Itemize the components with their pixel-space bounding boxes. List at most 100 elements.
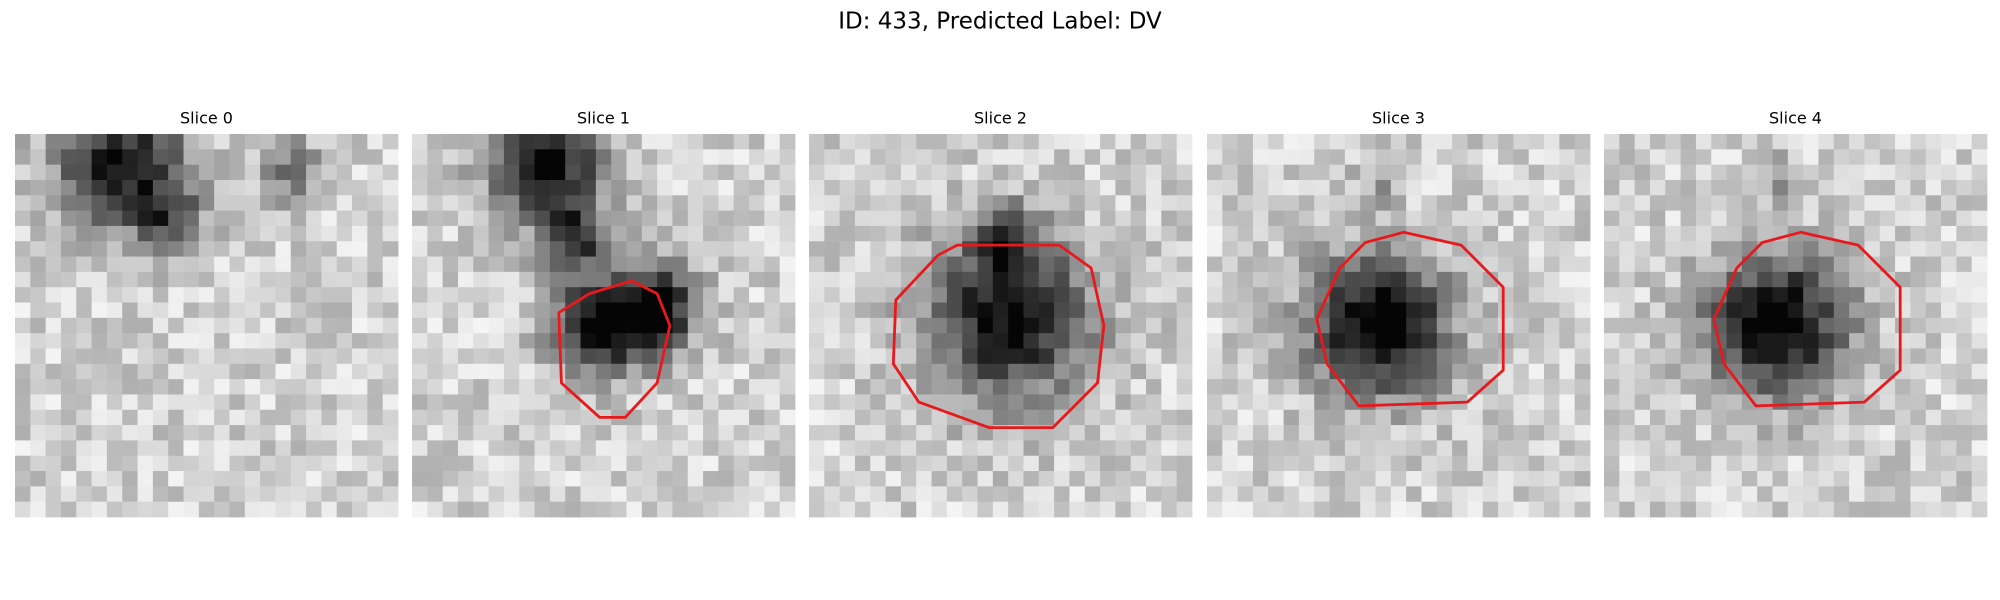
pixel	[1283, 271, 1300, 288]
pixel	[595, 379, 612, 395]
pixel	[275, 149, 292, 166]
pixel	[367, 164, 384, 181]
pixel	[382, 149, 399, 166]
pixel	[137, 256, 154, 273]
pixel	[1956, 149, 1973, 166]
pixel	[1298, 210, 1315, 227]
pixel	[367, 225, 384, 242]
pixel	[45, 471, 62, 487]
pixel	[1023, 179, 1040, 196]
pixel	[275, 287, 292, 303]
pixel	[1864, 287, 1881, 303]
pixel	[1619, 425, 1636, 441]
pixel	[1038, 179, 1055, 196]
pixel	[1634, 501, 1651, 518]
pixel	[779, 317, 796, 334]
pixel	[611, 317, 627, 334]
pixel	[885, 225, 902, 242]
pixel	[1619, 471, 1636, 487]
pixel	[290, 302, 307, 319]
pixel	[854, 271, 871, 288]
pixel	[1390, 287, 1407, 303]
pixel	[290, 225, 307, 242]
pixel	[1069, 302, 1086, 319]
pixel	[946, 455, 963, 472]
pixel	[1513, 333, 1530, 349]
pixel	[885, 501, 902, 518]
pixel	[565, 210, 581, 227]
pixel	[565, 164, 581, 181]
pixel	[1161, 425, 1178, 441]
pixel	[1528, 409, 1545, 426]
pixel	[1634, 455, 1651, 472]
pixel	[1910, 348, 1927, 365]
pixel	[1680, 179, 1697, 196]
pixel	[580, 425, 597, 441]
pixel	[1849, 379, 1865, 395]
pixel	[1054, 471, 1070, 487]
pixel	[1619, 333, 1636, 349]
pixel	[733, 179, 750, 196]
pixel	[367, 501, 384, 518]
pixel	[1283, 409, 1300, 426]
pixel	[1513, 317, 1530, 334]
pixel	[824, 210, 841, 227]
pixel	[1498, 256, 1514, 273]
pixel	[611, 149, 627, 166]
pixel	[931, 164, 948, 181]
pixel	[1115, 225, 1132, 242]
pixel	[1665, 348, 1681, 365]
pixel	[1665, 409, 1681, 426]
pixel	[626, 195, 643, 211]
pixel	[1864, 164, 1881, 181]
pixel	[779, 348, 796, 365]
pixel	[1574, 302, 1591, 319]
pixel	[749, 241, 765, 257]
pixel	[1467, 317, 1484, 334]
pixel	[764, 379, 781, 395]
pixel	[214, 164, 230, 181]
pixel	[1895, 455, 1911, 472]
pixel	[1452, 195, 1468, 211]
pixel	[1849, 134, 1865, 150]
pixel	[106, 333, 123, 349]
pixel	[1818, 149, 1835, 166]
pixel	[1544, 317, 1560, 334]
pixel	[321, 486, 338, 503]
pixel	[1130, 440, 1147, 457]
pixel	[45, 501, 62, 518]
pixel	[1482, 256, 1499, 273]
pixel	[900, 210, 917, 227]
pixel	[854, 134, 871, 150]
pixel	[1544, 225, 1560, 242]
pixel	[1680, 363, 1697, 380]
pixel	[1695, 241, 1712, 257]
pixel	[946, 348, 963, 365]
pixel	[30, 256, 47, 273]
pixel	[1161, 333, 1178, 349]
pixel	[488, 195, 505, 211]
pixel	[870, 501, 886, 518]
pixel	[244, 333, 261, 349]
pixel	[260, 271, 276, 288]
pixel	[1436, 302, 1453, 319]
pixel	[76, 348, 92, 365]
pixel	[549, 486, 566, 503]
pixel	[749, 287, 765, 303]
pixel	[1695, 302, 1712, 319]
pixel	[122, 210, 138, 227]
pixel	[336, 134, 353, 150]
pixel	[1252, 348, 1269, 365]
pixel	[76, 271, 92, 288]
pixel	[168, 348, 184, 365]
pixel	[1864, 471, 1881, 487]
pixel	[1008, 149, 1024, 166]
pixel	[1467, 455, 1484, 472]
pixel	[290, 379, 307, 395]
pixel	[839, 348, 856, 365]
pixel	[1649, 394, 1666, 411]
pixel	[1130, 348, 1147, 365]
pixel	[503, 363, 520, 380]
pixel	[198, 287, 215, 303]
pixel	[870, 134, 886, 150]
